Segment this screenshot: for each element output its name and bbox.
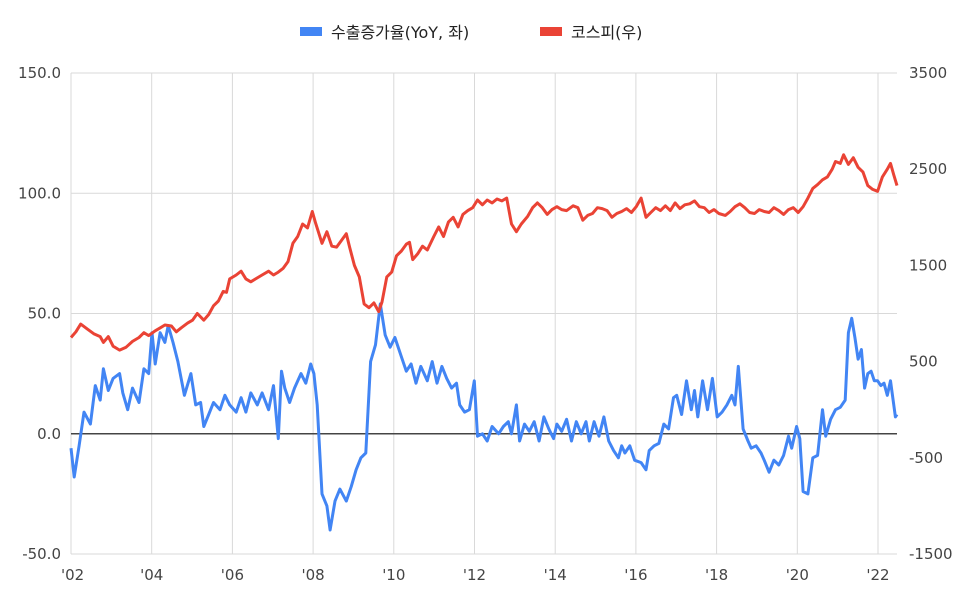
y-right-tick-label-3: 1500 [909, 256, 947, 274]
legend-label-export-growth: 수출증가율(YoY, 좌) [331, 23, 469, 42]
y-left-tick-label-2: 50.0 [28, 305, 61, 323]
y-right-tick-label-0: -1500 [909, 545, 953, 563]
x-tick-label-1: '04 [140, 566, 163, 584]
series-lines [69, 153, 899, 532]
series-line-0 [69, 302, 899, 532]
x-axis: '02 '04 '06 '08 '10 '12 '14 '16 '18 '20 '22 [61, 566, 890, 584]
x-tick-label-4: '10 [382, 566, 405, 584]
y-left-tick-label-3: 100.0 [18, 184, 61, 202]
y-axis-right: -1500 -500 500 1500 2500 3500 [909, 64, 953, 563]
gridlines [70, 72, 897, 555]
y-right-tick-label-1: -500 [909, 449, 943, 467]
x-tick-label-7: '16 [624, 566, 647, 584]
x-tick-label-10: '22 [866, 566, 889, 584]
x-tick-label-6: '14 [544, 566, 567, 584]
x-tick-label-2: '06 [221, 566, 244, 584]
y-right-tick-label-2: 500 [909, 353, 938, 371]
legend: 수출증가율(YoY, 좌) 코스피(우) [300, 23, 642, 42]
legend-swatch-export-growth [300, 27, 322, 36]
y-left-tick-label-1: 0.0 [37, 425, 61, 443]
y-right-tick-label-5: 3500 [909, 64, 947, 82]
y-right-tick-label-4: 2500 [909, 160, 947, 178]
legend-label-kospi: 코스피(우) [571, 23, 642, 42]
y-left-tick-label-0: -50.0 [22, 545, 61, 563]
x-tick-label-3: '08 [301, 566, 324, 584]
legend-swatch-kospi [540, 27, 562, 36]
series-line-1 [69, 153, 899, 352]
y-axis-left: -50.0 0.0 50.0 100.0 150.0 [18, 64, 61, 563]
x-tick-label-8: '18 [705, 566, 728, 584]
x-tick-label-0: '02 [61, 566, 84, 584]
y-left-tick-label-4: 150.0 [18, 64, 61, 82]
x-tick-label-5: '12 [463, 566, 486, 584]
x-tick-label-9: '20 [786, 566, 809, 584]
